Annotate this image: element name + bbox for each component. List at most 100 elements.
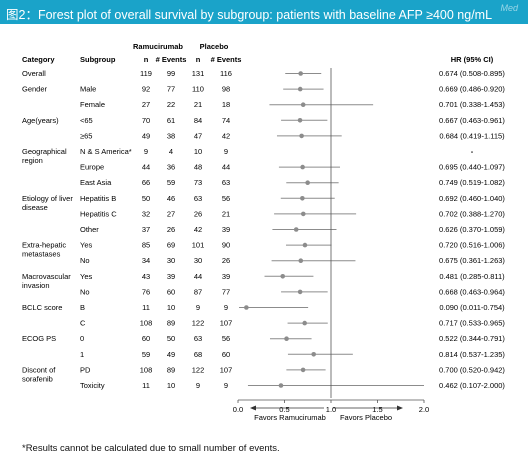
x-tick-label: 0.0 (233, 405, 243, 414)
row-subgroup-label: 1 (80, 350, 84, 359)
header-ram-events: # Events (156, 55, 187, 64)
header-hr: HR (95% CI) (451, 55, 494, 64)
plot-area (239, 68, 424, 398)
row-subgroup-label: 0 (80, 334, 84, 343)
x-tick-label: 1.0 (326, 405, 336, 414)
row-hr-text: 0.749 (0.519-1.082) (439, 178, 505, 187)
row-subgroup-label: Female (80, 100, 105, 109)
row-pla-events: 90 (222, 241, 230, 250)
row-pla-n: 63 (194, 194, 202, 203)
row-pla-n: 131 (192, 69, 205, 78)
row-subgroup-label: Other (80, 225, 99, 234)
favors-left-arrowhead (250, 405, 256, 411)
hr-point (244, 305, 249, 310)
hr-point (284, 336, 289, 342)
row-category-label: Overall (22, 69, 46, 78)
hr-point (297, 118, 303, 123)
row-pla-events: 39 (222, 272, 230, 281)
row-pla-n: 30 (194, 256, 202, 265)
table-header: Category Subgroup Ramucirumab Placebo n … (22, 42, 494, 64)
row-ram-events: 26 (167, 225, 175, 234)
row-category-label: Extra-hepatic (22, 241, 66, 250)
row-ram-n: 60 (142, 334, 150, 343)
row-pla-n: 110 (192, 85, 204, 94)
header-ramucirumab: Ramucirumab (133, 42, 183, 51)
table-row: ≥65 49 38 47 42 0.684 (0.419-1.115) (80, 131, 505, 140)
row-subgroup-label: Male (80, 85, 96, 94)
footnote: *Results cannot be calculated due to sma… (22, 443, 280, 454)
row-pla-n: 9 (196, 381, 200, 390)
row-hr-text: 0.674 (0.508-0.895) (439, 69, 505, 78)
row-pla-events: 116 (220, 69, 232, 78)
table-row: No 34 30 30 26 0.675 (0.361-1.263) (80, 256, 505, 265)
hr-point (300, 102, 306, 107)
row-hr-text: 0.701 (0.338-1.453) (439, 100, 505, 109)
row-ram-events: 60 (167, 287, 175, 296)
table-row: 1 59 49 68 60 0.814 (0.537-1.235) (80, 350, 505, 359)
row-ram-n: 49 (142, 131, 150, 140)
row-ram-n: 34 (142, 256, 150, 265)
row-pla-events: 107 (220, 319, 233, 328)
row-ram-n: 11 (142, 303, 150, 312)
table-row: C 108 89 122 107 0.717 (0.533-0.965) (80, 319, 505, 328)
row-category-label: Discont of (22, 365, 56, 374)
hr-point (297, 86, 303, 92)
favors-ramucirumab-label: Favors Ramucirumab (254, 413, 326, 422)
row-pla-n: 26 (194, 209, 202, 218)
row-ram-events: 39 (167, 272, 175, 281)
row-subgroup-label: Yes (80, 272, 92, 281)
table-row: Gender Male 92 77 110 98 0.669 (0.486-0.920) (22, 85, 505, 94)
header-category: Category (22, 55, 55, 64)
row-subgroup-label: B (80, 303, 85, 312)
row-hr-text: 0.626 (0.370-1.059) (439, 225, 505, 234)
row-subgroup-label: No (80, 287, 90, 296)
row-ram-events: 10 (167, 381, 175, 390)
row-subgroup-label: No (80, 256, 90, 265)
row-pla-events: 9 (224, 381, 228, 390)
header-pla-n: n (196, 55, 201, 64)
row-pla-events: 44 (222, 163, 230, 172)
row-pla-events: 74 (222, 116, 230, 125)
row-pla-n: 9 (196, 303, 200, 312)
row-hr-text: 0.702 (0.388-1.270) (439, 209, 505, 218)
row-ram-events: 89 (167, 365, 175, 374)
row-category-label: Macrovascular (22, 272, 71, 281)
row-ram-n: 92 (142, 85, 150, 94)
x-axis: 0.0 0.5 1.0 1.5 2.0 (233, 399, 429, 414)
row-hr-text: 0.481 (0.285-0.811) (439, 272, 505, 281)
hr-point (300, 211, 306, 217)
row-hr-text: - (471, 147, 474, 156)
row-ram-n: 70 (142, 116, 150, 125)
row-ram-events: 50 (167, 334, 175, 343)
hr-point (300, 164, 305, 170)
row-ram-n: 37 (142, 225, 150, 234)
row-subgroup-label: Hepatitis B (80, 194, 116, 203)
row-subgroup-label: N & S America* (80, 147, 132, 156)
row-ram-n: 50 (142, 194, 150, 203)
row-category-label: region (22, 156, 43, 165)
row-ram-n: 11 (142, 381, 150, 390)
table-row: Other 37 26 42 39 0.626 (0.370-1.059) (80, 225, 505, 234)
row-pla-events: 18 (222, 100, 230, 109)
row-pla-n: 68 (194, 350, 202, 359)
favors-right-arrowhead (397, 405, 403, 411)
row-ram-n: 43 (142, 272, 150, 281)
hr-point (297, 289, 303, 295)
row-subgroup-label: Hepatitis C (80, 209, 117, 218)
hr-point (298, 71, 303, 76)
x-tick-label: 0.5 (279, 405, 289, 414)
x-tick-label: 1.5 (372, 405, 382, 414)
hr-point (302, 320, 307, 326)
table-row: Hepatitis C 32 27 26 21 0.702 (0.388-1.270) (80, 209, 505, 218)
row-category-label: disease (22, 203, 48, 212)
row-ram-n: 108 (140, 319, 153, 328)
table-row: East Asia 66 59 73 63 0.749 (0.519-1.082) (80, 178, 505, 187)
hr-point (278, 383, 284, 388)
row-pla-n: 63 (194, 334, 202, 343)
row-subgroup-label: ≥65 (80, 131, 92, 140)
favors-labels: Favors Ramucirumab Favors Placebo (250, 405, 403, 422)
